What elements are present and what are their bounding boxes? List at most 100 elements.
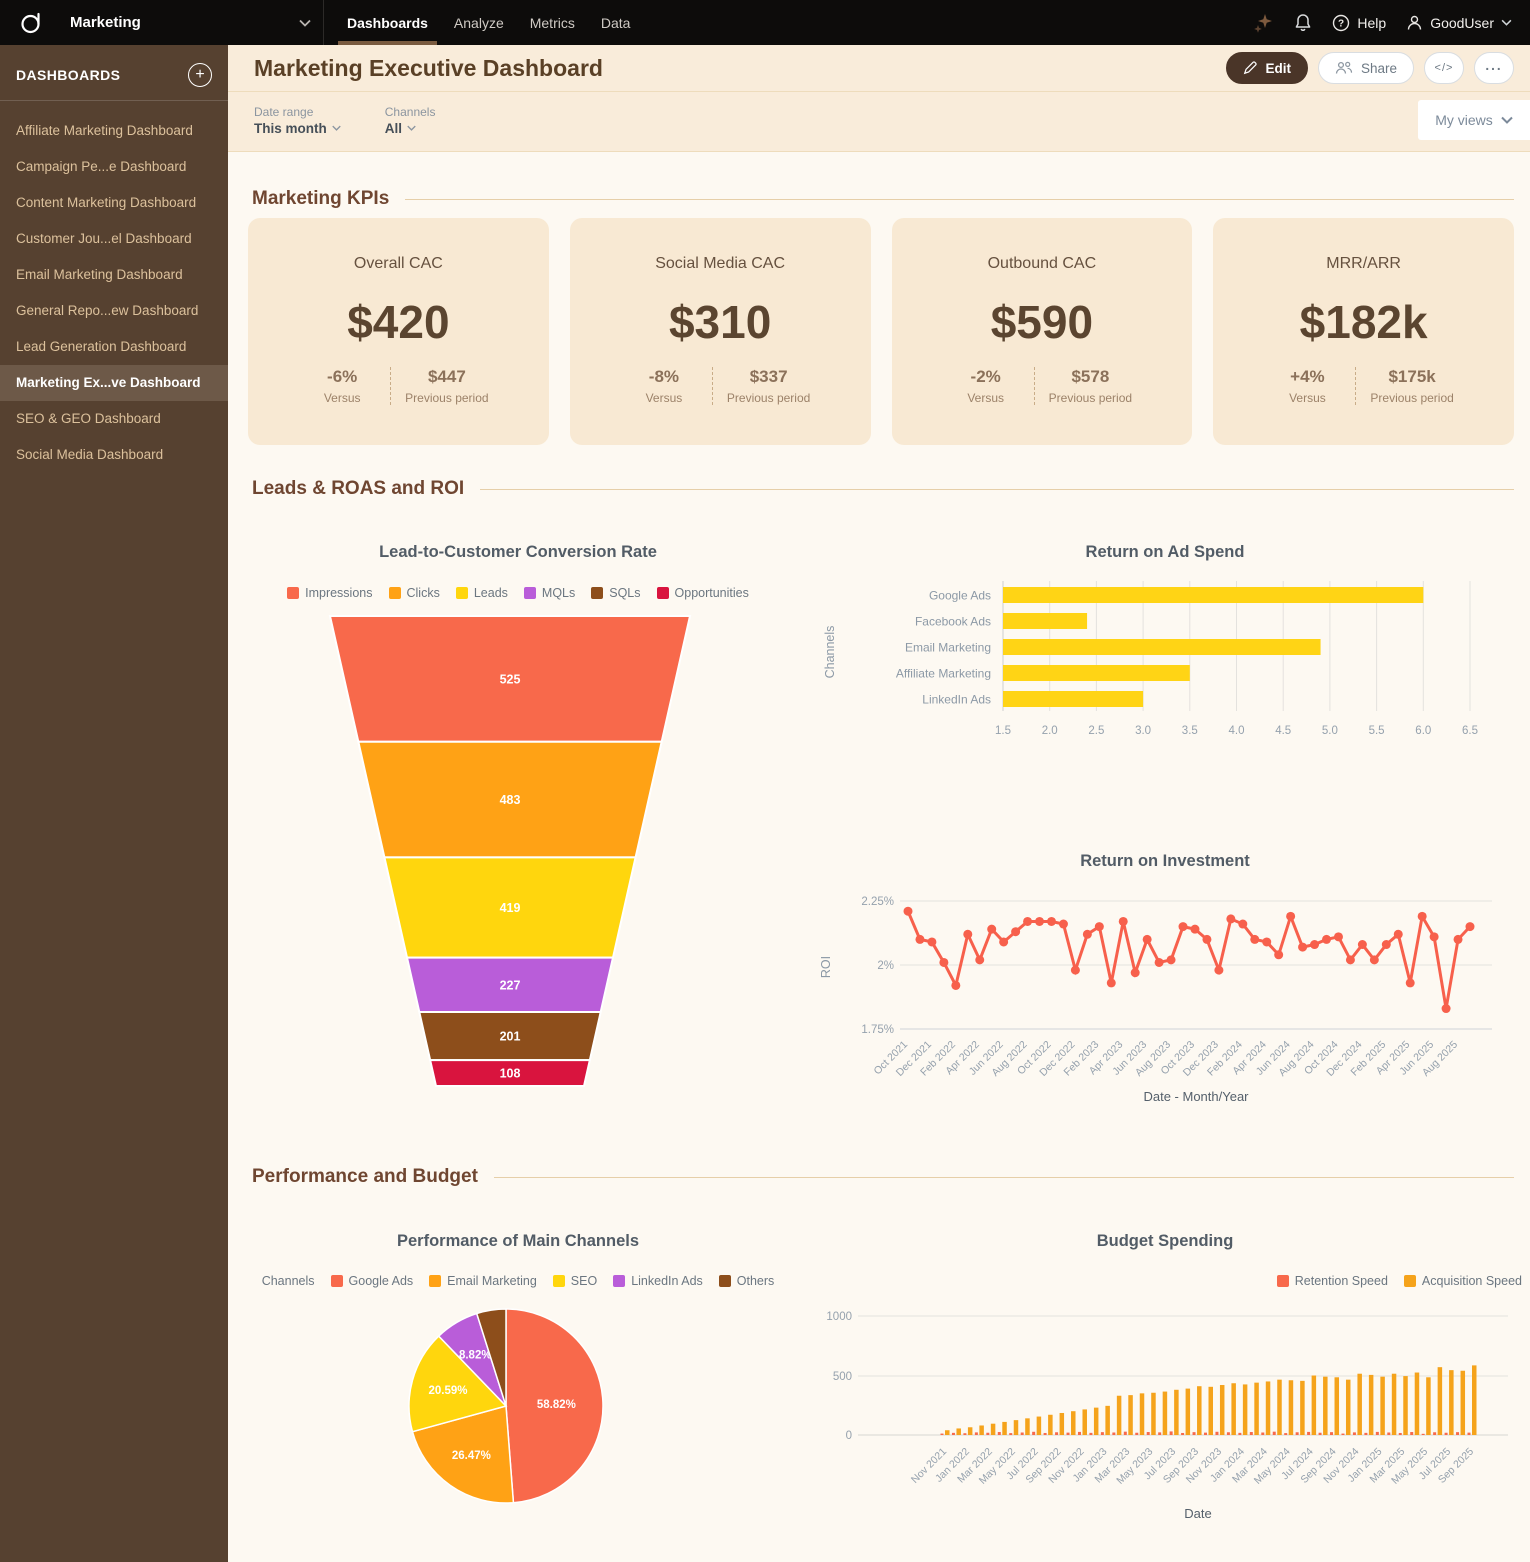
edit-button[interactable]: Edit bbox=[1226, 52, 1308, 84]
roi-point[interactable] bbox=[903, 906, 913, 916]
roi-point[interactable] bbox=[1035, 916, 1045, 926]
budget-bar-acquisition[interactable] bbox=[1242, 1384, 1248, 1435]
roi-point[interactable] bbox=[1226, 914, 1236, 924]
budget-bar-retention[interactable] bbox=[1112, 1432, 1116, 1435]
budget-bar-acquisition[interactable] bbox=[1472, 1365, 1477, 1435]
budget-bar-retention[interactable] bbox=[1238, 1432, 1242, 1435]
budget-bar-acquisition[interactable] bbox=[1414, 1372, 1420, 1435]
roi-point[interactable] bbox=[1142, 934, 1152, 944]
budget-bar-retention[interactable] bbox=[1318, 1432, 1322, 1435]
notifications-bell-icon[interactable] bbox=[1294, 13, 1312, 32]
roas-bar-Facebook Ads[interactable] bbox=[1003, 613, 1088, 629]
budget-bar-acquisition[interactable] bbox=[1426, 1377, 1431, 1435]
embed-code-button[interactable]: </> bbox=[1424, 52, 1464, 84]
budget-bar-acquisition[interactable] bbox=[990, 1423, 996, 1435]
budget-bar-acquisition[interactable] bbox=[1116, 1395, 1122, 1435]
my-views-dropdown[interactable]: My views bbox=[1418, 100, 1530, 140]
budget-bar-acquisition[interactable] bbox=[1013, 1420, 1019, 1435]
tab-analyze[interactable]: Analyze bbox=[453, 14, 504, 31]
budget-bar-acquisition[interactable] bbox=[1254, 1382, 1259, 1435]
budget-bar-retention[interactable] bbox=[1192, 1432, 1196, 1435]
user-menu[interactable]: GoodUser bbox=[1406, 14, 1512, 31]
tab-dashboards[interactable]: Dashboards bbox=[334, 0, 441, 45]
budget-bar-retention[interactable] bbox=[1284, 1433, 1288, 1435]
workspace-selector[interactable]: Marketing bbox=[0, 0, 323, 45]
budget-bar-retention[interactable] bbox=[1020, 1432, 1024, 1435]
budget-bar-acquisition[interactable] bbox=[1059, 1412, 1065, 1435]
budget-bar-acquisition[interactable] bbox=[1265, 1381, 1271, 1435]
roi-point[interactable] bbox=[927, 937, 937, 947]
budget-bar-acquisition[interactable] bbox=[945, 1430, 950, 1435]
budget-bar-retention[interactable] bbox=[1467, 1432, 1471, 1435]
budget-bar-retention[interactable] bbox=[1375, 1431, 1379, 1435]
sidebar-item[interactable]: Marketing Ex...ve Dashboard bbox=[0, 365, 228, 401]
budget-bar-retention[interactable] bbox=[1387, 1432, 1391, 1435]
pie-slice-SEO[interactable] bbox=[408, 1335, 508, 1433]
help-menu[interactable]: ? Help bbox=[1332, 14, 1386, 32]
sidebar-item[interactable]: Social Media Dashboard bbox=[16, 447, 164, 462]
budget-bar-acquisition[interactable] bbox=[1036, 1416, 1042, 1435]
budget-bar-retention[interactable] bbox=[1215, 1431, 1219, 1435]
budget-bar-retention[interactable] bbox=[986, 1432, 990, 1435]
ai-sparkle-icon[interactable] bbox=[1252, 12, 1274, 34]
budget-bar-acquisition[interactable] bbox=[1185, 1388, 1191, 1435]
budget-chart[interactable]: 1000 500 0 Nov 2021 Jan 2022 Mar 2022 May 2022… bbox=[808, 1300, 1522, 1545]
channels-filter[interactable]: Channels All bbox=[384, 104, 436, 136]
more-options-button[interactable]: ... bbox=[1474, 52, 1514, 84]
budget-bar-acquisition[interactable] bbox=[1071, 1411, 1076, 1435]
roi-point[interactable] bbox=[975, 955, 985, 965]
roi-point[interactable] bbox=[1058, 919, 1068, 929]
budget-bar-acquisition[interactable] bbox=[1403, 1376, 1408, 1435]
roi-point[interactable] bbox=[1118, 916, 1128, 926]
roas-bar-Affiliate Marketing[interactable] bbox=[1003, 665, 1190, 681]
roi-point[interactable] bbox=[1154, 957, 1164, 967]
roas-bar-Email Marketing[interactable] bbox=[1003, 639, 1321, 655]
budget-bar-retention[interactable] bbox=[1330, 1432, 1334, 1435]
roi-point[interactable] bbox=[951, 980, 961, 990]
budget-bar-retention[interactable] bbox=[1204, 1432, 1207, 1435]
roi-point[interactable] bbox=[1190, 924, 1200, 934]
legend-item[interactable]: Impressions bbox=[287, 586, 373, 600]
budget-bar-acquisition[interactable] bbox=[967, 1427, 973, 1435]
budget-bar-acquisition[interactable] bbox=[1368, 1374, 1374, 1435]
kpi-card[interactable]: Social Media CAC $310 -8% Versus $337 Previou… bbox=[569, 218, 871, 445]
legend-item[interactable]: Acquisition Speed bbox=[1403, 1274, 1522, 1288]
budget-bar-retention[interactable] bbox=[1295, 1432, 1299, 1435]
legend-item[interactable]: Others bbox=[718, 1274, 774, 1288]
tab-data[interactable]: Data bbox=[600, 14, 631, 31]
roi-point[interactable] bbox=[1262, 937, 1272, 947]
roi-point[interactable] bbox=[963, 929, 973, 939]
funnel-segment-Opportunities[interactable] bbox=[428, 1059, 592, 1087]
budget-bar-acquisition[interactable] bbox=[1288, 1380, 1294, 1435]
budget-bar-acquisition[interactable] bbox=[1334, 1377, 1340, 1435]
budget-bar-acquisition[interactable] bbox=[1449, 1370, 1454, 1435]
sidebar-item[interactable]: Affiliate Marketing Dashboard bbox=[16, 123, 193, 138]
budget-bar-retention[interactable] bbox=[1009, 1433, 1013, 1435]
budget-bar-acquisition[interactable] bbox=[1151, 1392, 1156, 1435]
roi-point[interactable] bbox=[1046, 916, 1056, 926]
sidebar-item[interactable]: Campaign Pe...e Dashboard bbox=[16, 159, 187, 174]
budget-bar-acquisition[interactable] bbox=[1323, 1376, 1328, 1435]
budget-bar-acquisition[interactable] bbox=[1093, 1407, 1099, 1435]
legend-item[interactable]: MQLs bbox=[523, 586, 575, 600]
budget-bar-retention[interactable] bbox=[940, 1433, 944, 1435]
budget-bar-retention[interactable] bbox=[1364, 1432, 1368, 1435]
roi-point[interactable] bbox=[1274, 950, 1284, 960]
roi-point[interactable] bbox=[1405, 978, 1415, 988]
budget-bar-acquisition[interactable] bbox=[1311, 1375, 1317, 1436]
roi-point[interactable] bbox=[1094, 922, 1104, 932]
kpi-card[interactable]: Outbound CAC $590 -2% Versus $578 Previous pe… bbox=[891, 218, 1193, 445]
budget-bar-retention[interactable] bbox=[1307, 1431, 1311, 1435]
budget-bar-retention[interactable] bbox=[1433, 1432, 1437, 1435]
budget-bar-retention[interactable] bbox=[1181, 1432, 1185, 1435]
legend-item[interactable]: Google Ads bbox=[330, 1274, 413, 1288]
roi-point[interactable] bbox=[1357, 940, 1367, 950]
tab-metrics[interactable]: Metrics bbox=[529, 14, 575, 31]
roi-point[interactable] bbox=[1441, 1004, 1451, 1014]
budget-bar-acquisition[interactable] bbox=[1231, 1383, 1236, 1435]
budget-bar-retention[interactable] bbox=[963, 1433, 967, 1435]
budget-bar-acquisition[interactable] bbox=[979, 1425, 984, 1435]
budget-bar-retention[interactable] bbox=[1456, 1432, 1460, 1435]
pie-slice-Email Marketing[interactable] bbox=[411, 1405, 515, 1504]
share-button[interactable]: Share bbox=[1317, 52, 1414, 84]
